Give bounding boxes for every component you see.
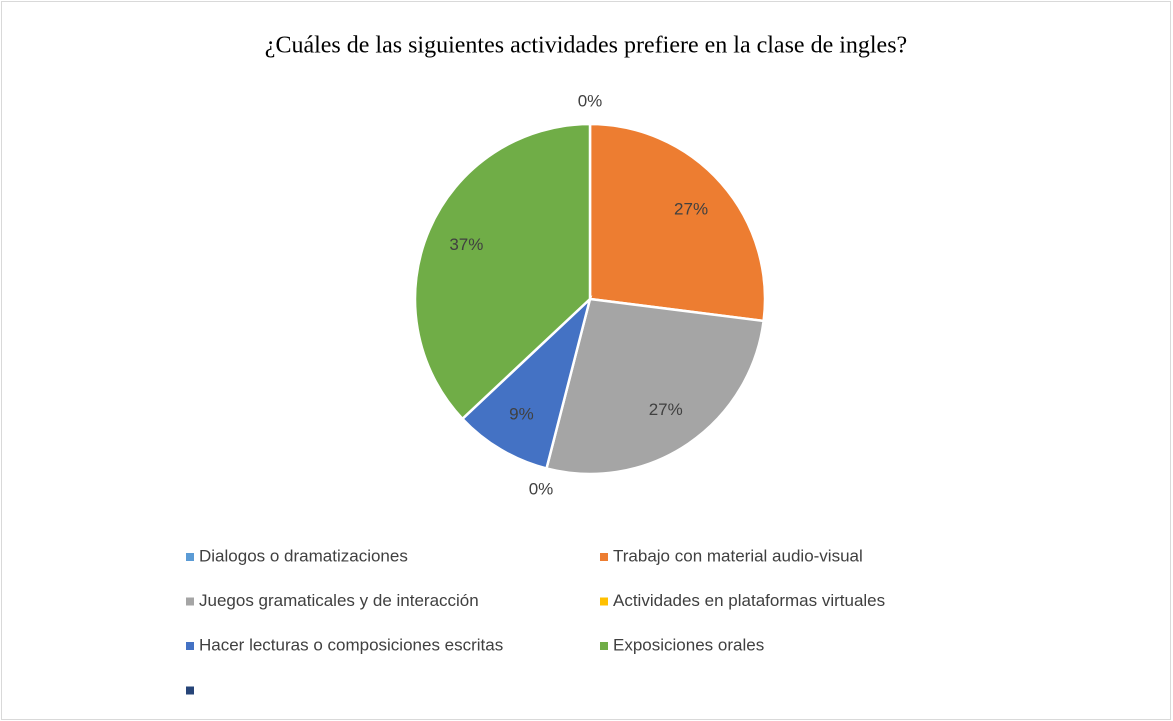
legend-label: Juegos gramaticales y de interacción [199,591,479,610]
legend-swatch [186,686,194,695]
data-label: 0% [529,479,554,498]
legend-label: Trabajo con material audio-visual [613,546,863,565]
legend-label: Exposiciones orales [613,635,764,654]
legend-label: Actividades en plataformas virtuales [613,591,885,610]
chart-title: ¿Cuáles de las siguientes actividades pr… [265,33,907,59]
legend-swatch [186,597,194,606]
pie-slice [460,295,593,471]
pie-slice [413,122,592,421]
data-label: 9% [509,404,534,423]
legend-swatch [600,597,608,606]
pie-slice [588,122,767,323]
legend-swatch [600,553,608,561]
legend-swatch [600,642,608,650]
data-label: 37% [449,235,483,254]
legend-swatch [186,553,194,561]
legend-swatch [186,642,194,650]
pie-slice [544,297,766,476]
legend-label: Hacer lecturas o composiciones escritas [199,635,503,654]
legend-label: Dialogos o dramatizaciones [199,546,408,565]
data-label: 0% [578,91,603,110]
data-label: 27% [674,199,708,218]
data-label: 27% [649,400,683,419]
